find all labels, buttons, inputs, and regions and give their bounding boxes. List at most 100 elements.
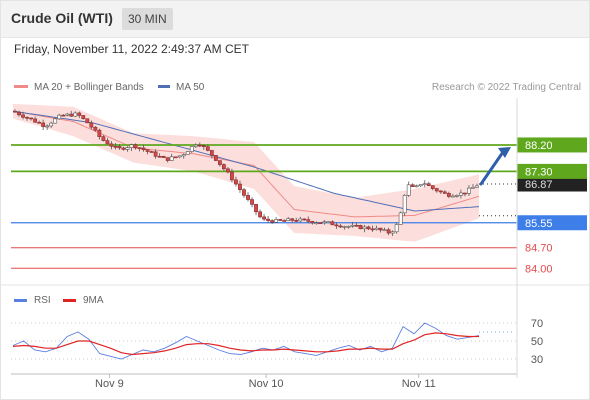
rsi-tick-label: 70 xyxy=(531,318,543,330)
candle-body xyxy=(426,183,431,186)
candle-body xyxy=(29,117,33,120)
candle-body xyxy=(209,150,214,156)
instrument-title: Crude Oil (WTI) xyxy=(11,10,113,26)
candle-body xyxy=(105,140,110,145)
candle-body xyxy=(217,160,222,165)
candle-body xyxy=(49,122,54,127)
credit-text: Research © 2022 Trading Central xyxy=(432,82,581,93)
candle-body xyxy=(149,151,154,153)
candle-body xyxy=(234,179,238,185)
candle-body xyxy=(290,218,295,221)
candle-body xyxy=(21,114,25,118)
candle-body xyxy=(278,219,283,221)
candle-body xyxy=(89,122,94,128)
candle-body xyxy=(246,195,250,200)
last-price-label: 86.87 xyxy=(525,179,553,191)
candle-body xyxy=(77,112,82,116)
candle-body xyxy=(73,112,78,117)
ma50-legend-label: MA 50 xyxy=(176,82,205,93)
candle-body xyxy=(157,155,162,158)
candle-body xyxy=(262,216,266,220)
resistance-label-box xyxy=(517,137,587,153)
candle-body xyxy=(414,185,419,188)
candle-body xyxy=(133,144,138,148)
candle-body xyxy=(475,185,479,188)
candle-body xyxy=(394,224,399,233)
candle-body xyxy=(378,227,383,231)
candle-body xyxy=(53,118,58,124)
candle-body xyxy=(370,228,375,231)
candle-body xyxy=(185,151,190,155)
candle-body xyxy=(398,212,403,225)
candle-body xyxy=(41,122,46,127)
candle-body xyxy=(434,188,439,192)
candle-body xyxy=(33,118,37,123)
candle-body xyxy=(129,144,134,148)
candle-body xyxy=(250,199,254,205)
rsi-legend-label: RSI xyxy=(34,295,51,306)
candles xyxy=(13,109,479,236)
price-legend: MA 20 + Bollinger Bands MA 50 Research ©… xyxy=(14,82,581,93)
candle-body xyxy=(17,111,21,116)
candle-body xyxy=(258,211,262,218)
candle-body xyxy=(205,146,210,151)
rsi-ma9-line xyxy=(12,332,479,356)
time-ticks: Nov 9 Nov 10 Nov 11 xyxy=(95,374,436,390)
candle-body xyxy=(402,195,407,214)
candle-body xyxy=(37,121,42,124)
timeframe-button[interactable]: 30 MIN xyxy=(122,8,173,30)
ma50-legend-swatch xyxy=(158,85,170,88)
support-label: 84.00 xyxy=(525,263,553,275)
forecast-arrow-head xyxy=(498,146,511,158)
candle-body xyxy=(422,183,427,185)
candle-body xyxy=(101,136,106,141)
candle-body xyxy=(330,221,335,226)
resistance-label: 88.20 xyxy=(525,140,553,152)
candle-body xyxy=(358,225,363,230)
time-tick-label: Nov 10 xyxy=(249,378,284,390)
pivot-label: 85.55 xyxy=(525,218,553,230)
last-price-label-box xyxy=(517,176,587,192)
resistance-label-box xyxy=(517,163,587,179)
candle-body xyxy=(334,224,339,227)
candle-body xyxy=(459,192,463,196)
candle-body xyxy=(201,145,206,147)
candle-body xyxy=(310,221,315,224)
candle-body xyxy=(346,225,351,228)
candle-body xyxy=(430,185,435,189)
candle-body xyxy=(85,118,90,124)
time-tick-label: Nov 9 xyxy=(95,378,124,390)
candle-body xyxy=(69,113,74,117)
candle-body xyxy=(266,218,270,221)
candle-body xyxy=(463,192,467,195)
candle-body xyxy=(242,189,246,196)
candle-body xyxy=(254,204,258,213)
candle-body xyxy=(145,149,150,152)
candle-body xyxy=(382,229,387,232)
bollinger-legend-swatch xyxy=(14,85,28,88)
pivot-label-box xyxy=(517,215,587,231)
candle-body xyxy=(161,156,166,158)
candle-body xyxy=(390,231,395,234)
candle-body xyxy=(169,156,174,161)
candle-body xyxy=(354,224,359,227)
candle-body xyxy=(467,187,471,194)
candle-body xyxy=(93,126,98,131)
candle-body xyxy=(306,219,311,222)
candle-body xyxy=(57,114,62,120)
candle-body xyxy=(121,147,126,150)
bollinger-band-area xyxy=(13,103,479,242)
candle-body xyxy=(193,144,198,147)
candle-body xyxy=(438,190,443,193)
candle-body xyxy=(450,195,455,198)
candle-body xyxy=(65,113,70,116)
candle-body xyxy=(25,116,29,119)
chart-header: Crude Oil (WTI) 30 MIN xyxy=(1,1,589,38)
candle-body xyxy=(137,147,142,149)
candle-body xyxy=(406,184,411,196)
candle-body xyxy=(366,226,371,230)
rsi-panel: 70 50 30 xyxy=(11,318,543,366)
candle-body xyxy=(326,221,331,224)
candle-body xyxy=(81,115,86,120)
forecast-arrow xyxy=(479,146,517,217)
